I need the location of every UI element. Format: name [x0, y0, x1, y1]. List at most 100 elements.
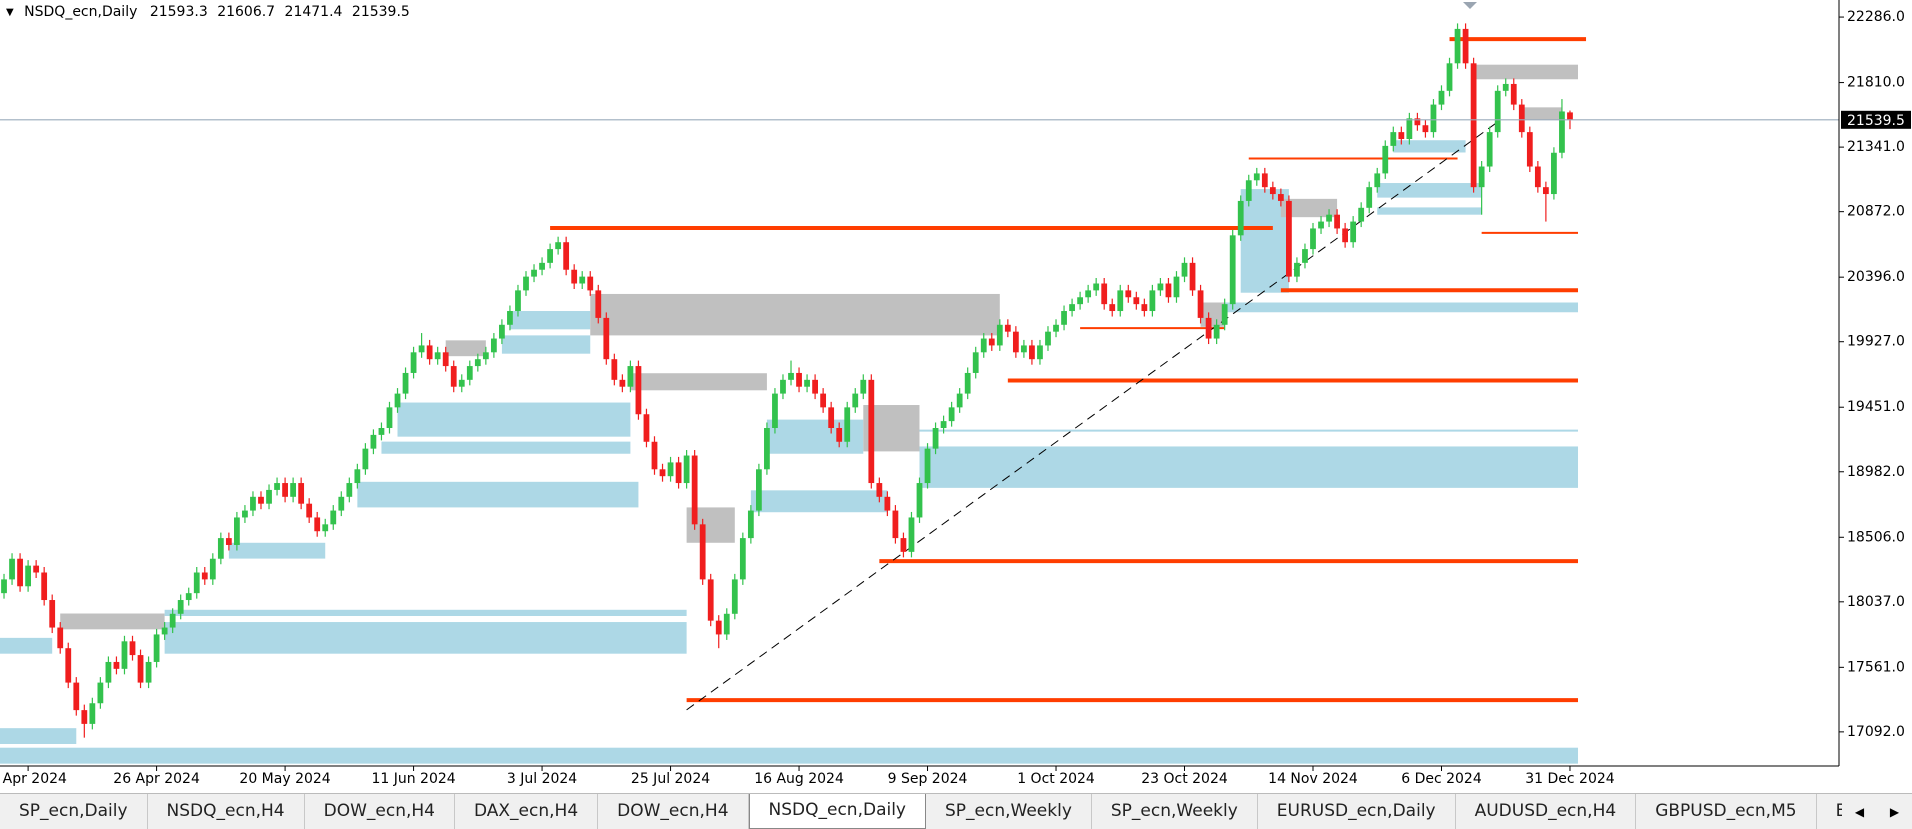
x-tick-label: 11 Jun 2024 [371, 771, 455, 787]
zone [501, 335, 591, 354]
candle-body [258, 496, 264, 504]
y-tick-label: 18037.0 [1847, 594, 1905, 610]
candle-body [1478, 166, 1485, 188]
candle-body [1133, 297, 1140, 305]
candle-body [932, 428, 939, 449]
zone [397, 402, 631, 437]
chart-tab[interactable]: SP_ecn,Weekly [926, 794, 1092, 829]
candle-body [515, 290, 521, 312]
candle-body [1358, 207, 1365, 222]
candle-body [193, 572, 200, 594]
candle-body [836, 428, 843, 442]
candle-body [1277, 194, 1284, 201]
candle-body [242, 510, 248, 518]
zone [1280, 198, 1338, 218]
x-tick-label: 1 Oct 2024 [1017, 771, 1095, 787]
candle-body [619, 379, 626, 387]
candle-body [362, 448, 369, 470]
tab-scroll[interactable]: ◀ ▶ [1842, 794, 1912, 829]
candle-body [1045, 331, 1051, 346]
candle-body [1510, 83, 1517, 105]
candle-body [81, 710, 88, 724]
candle-body [418, 345, 425, 353]
y-tick-label: 17092.0 [1847, 724, 1905, 740]
price-label-box [1841, 110, 1911, 129]
candle-body [282, 483, 288, 497]
candle-body [579, 276, 586, 284]
candle-body [1542, 187, 1549, 195]
candle-body [354, 469, 361, 484]
chart-tab[interactable]: DAX_ecn,H4 [455, 794, 599, 829]
y-tick-label: 19451.0 [1847, 399, 1905, 415]
chart-tab[interactable]: DOW_ecn,H4 [305, 794, 455, 829]
candle-body [1004, 324, 1011, 332]
candle-body [627, 366, 634, 387]
chart-tab[interactable]: NSDQ_ecn,Daily [748, 794, 926, 829]
candle-body [755, 469, 762, 511]
chart-tab[interactable]: SP_ecn,Weekly [1092, 794, 1258, 829]
candle-body [1125, 290, 1132, 298]
candle-body [1221, 304, 1228, 325]
chart-tab[interactable]: NSDQ_ecn,H4 [148, 794, 305, 829]
candle-body [884, 496, 891, 511]
candle-body [964, 372, 971, 394]
candle-body [796, 372, 802, 387]
chart-tab[interactable]: DOW_ecn,H4 [598, 794, 749, 829]
candle-body [1, 579, 7, 594]
candle-body [1029, 345, 1035, 360]
y-tick-label: 20872.0 [1847, 204, 1905, 220]
candle-body [314, 517, 321, 532]
zone [164, 609, 687, 616]
zone [228, 542, 326, 559]
candle-body [33, 565, 40, 573]
candle-body [1253, 173, 1260, 181]
candle-body [651, 441, 658, 470]
y-tick-label: 17561.0 [1847, 659, 1905, 675]
chart-tab[interactable]: AUDUSD_ecn,H4 [1456, 794, 1637, 829]
candle-body [1149, 290, 1156, 312]
candle-body [1141, 304, 1148, 312]
trendline [686, 121, 1498, 711]
scroll-right[interactable]: ▶ [1889, 804, 1900, 819]
candle-body [523, 276, 529, 291]
chart-header: ▼ NSDQ_ecn,Daily 21593.3 21606.7 21471.4… [6, 4, 410, 20]
candle-body [201, 572, 208, 580]
candle-body [1551, 152, 1557, 195]
candle-body [804, 379, 810, 387]
candle-body [121, 641, 128, 669]
candle-body [266, 489, 272, 504]
candle-body [924, 448, 931, 484]
candle-body [908, 517, 915, 552]
candle-body [820, 393, 827, 408]
candle-body [667, 462, 674, 477]
chart-tab[interactable]: EURUSD_ecn,Daily [1258, 794, 1456, 829]
candle-body [1302, 249, 1308, 263]
candle-body [113, 661, 120, 669]
candle-body [1470, 63, 1477, 188]
chart: ▼ NSDQ_ecn,Daily 21593.3 21606.7 21471.4… [0, 0, 1911, 787]
candle-body [1261, 173, 1268, 188]
candle-body [1012, 331, 1019, 353]
x-tick-label: 6 Dec 2024 [1401, 771, 1482, 787]
zone [164, 622, 687, 654]
zone [1521, 107, 1562, 120]
candle-body [89, 703, 96, 724]
scroll-left[interactable]: ◀ [1854, 804, 1865, 819]
candle-body [772, 393, 778, 429]
x-tick-label: 26 Apr 2024 [113, 771, 200, 787]
zone [357, 481, 639, 508]
candle-body [1567, 112, 1573, 120]
candle-body [571, 269, 578, 284]
candle-body [1213, 324, 1220, 339]
candle-body [828, 407, 835, 429]
candle-body [739, 538, 746, 580]
candle-body [547, 249, 553, 263]
y-tick-label: 18506.0 [1847, 529, 1905, 545]
candle-body [209, 558, 216, 580]
zone [1473, 64, 1579, 80]
candle-body [1334, 214, 1340, 229]
chart-tab[interactable]: SP_ecn,Daily [0, 794, 148, 829]
chart-tab[interactable]: GBPUSD_ecn,M5 [1636, 794, 1817, 829]
candle-body [788, 372, 794, 380]
candle-body [1021, 345, 1027, 353]
